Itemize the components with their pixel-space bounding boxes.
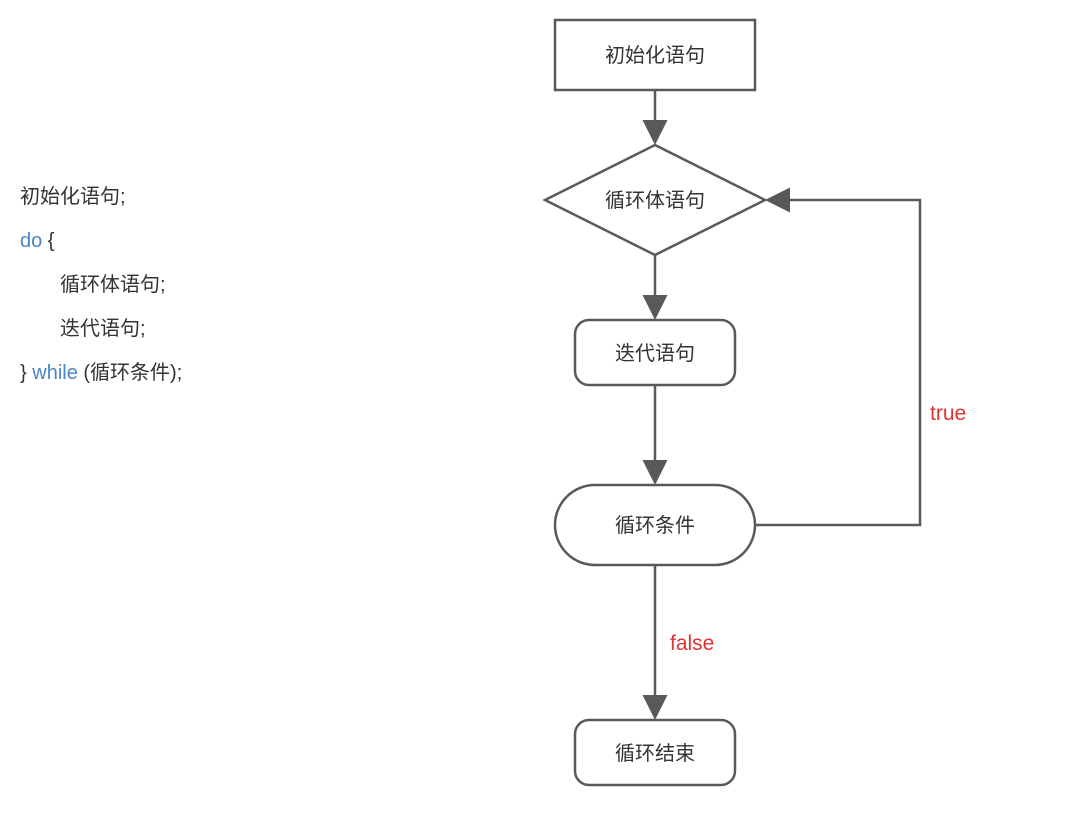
- node-body-label: 循环体语句: [605, 189, 705, 212]
- code-text: 初始化语句;: [20, 186, 126, 208]
- brace-close: }: [20, 362, 32, 384]
- brace-open: {: [42, 230, 54, 252]
- code-line-4: 迭代语句;: [20, 307, 182, 351]
- keyword-while: while: [32, 362, 78, 384]
- code-block: 初始化语句; do { 循环体语句; 迭代语句; } while (循环条件);: [20, 175, 182, 395]
- code-text: 循环体语句;: [60, 274, 166, 296]
- flowchart-diagram: 初始化语句 循环体语句 迭代语句 循环条件 false 循环结束 true: [450, 0, 1050, 816]
- label-true: true: [930, 402, 966, 425]
- node-end-label: 循环结束: [615, 742, 695, 765]
- node-iter-label: 迭代语句: [615, 342, 695, 365]
- label-false: false: [670, 632, 714, 655]
- edge-cond-body-loop: [755, 200, 920, 525]
- code-line-3: 循环体语句;: [20, 263, 182, 307]
- keyword-do: do: [20, 230, 42, 252]
- condition-text: (循环条件);: [78, 362, 182, 384]
- code-line-1: 初始化语句;: [20, 175, 182, 219]
- code-line-2: do {: [20, 219, 182, 263]
- code-line-5: } while (循环条件);: [20, 351, 182, 395]
- node-cond-label: 循环条件: [615, 514, 695, 537]
- code-text: 迭代语句;: [60, 318, 146, 340]
- node-init-label: 初始化语句: [605, 44, 705, 67]
